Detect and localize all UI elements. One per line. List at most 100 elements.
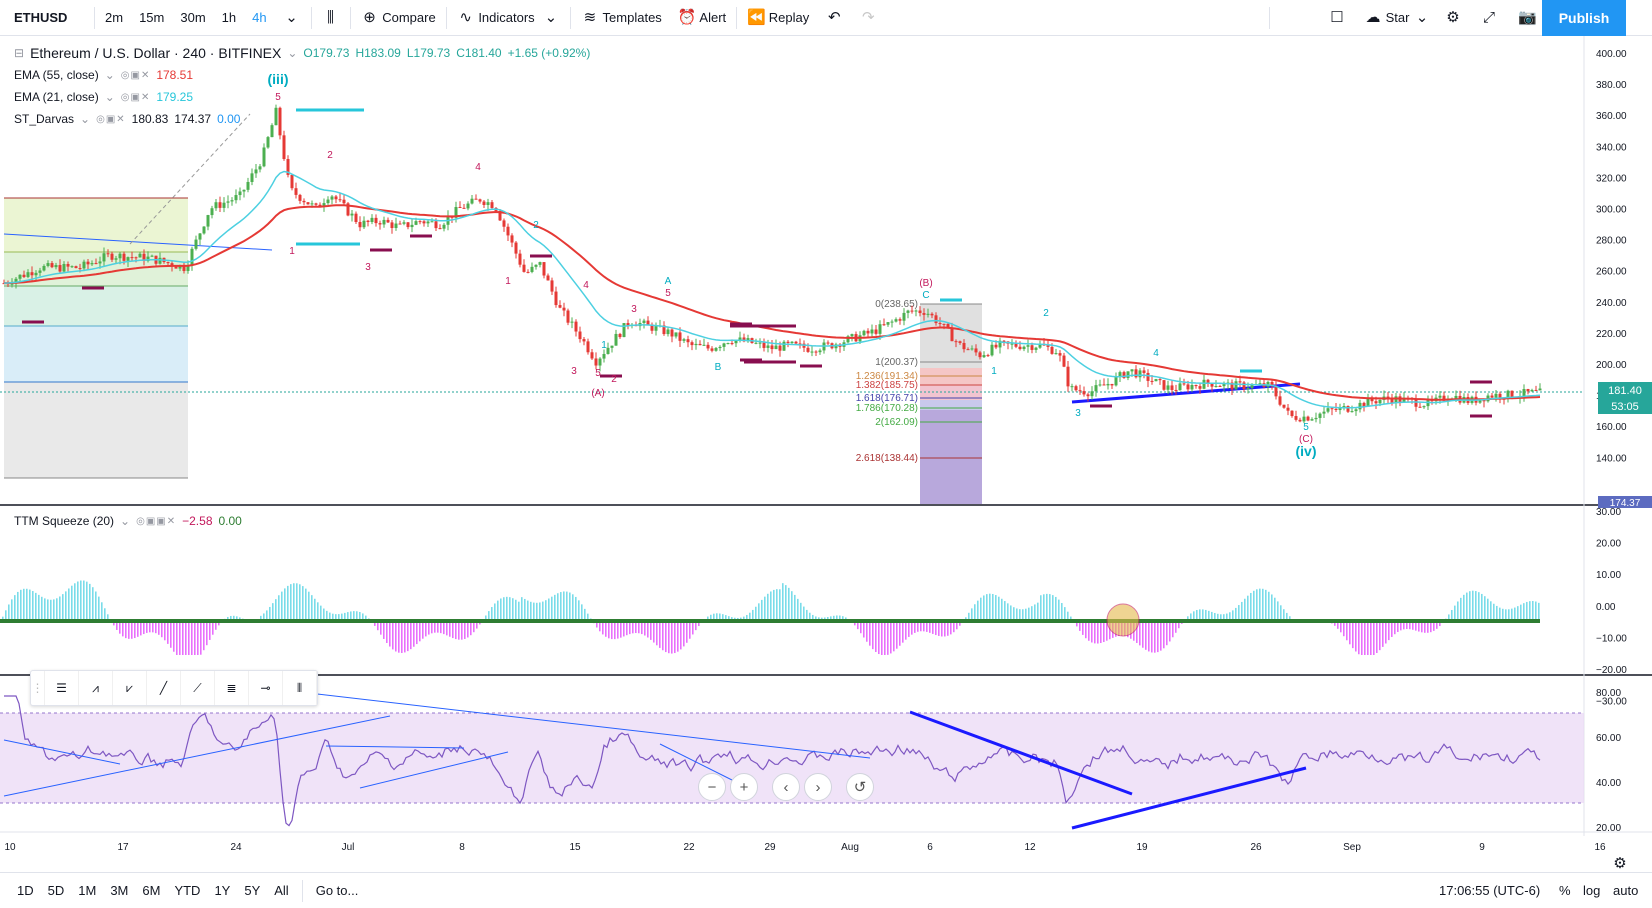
fullscreen-box-button[interactable]: ☐	[1320, 0, 1354, 36]
horizontal-ray-icon[interactable]: ⊸	[249, 671, 283, 705]
ttm-highlight-circle[interactable]	[1106, 603, 1140, 637]
fib-ext-zone[interactable]	[920, 386, 982, 400]
legend-controls-icon[interactable]: ◎▣✕	[96, 113, 126, 125]
fib-zone[interactable]	[4, 286, 188, 326]
percent-toggle[interactable]: %	[1559, 883, 1571, 898]
rsi-trendline[interactable]	[1071, 766, 1307, 830]
fib-zone[interactable]	[4, 198, 188, 252]
ema55-line[interactable]	[4, 204, 1541, 401]
ema21-label[interactable]: EMA (21, close)	[14, 90, 99, 104]
snapshot-button[interactable]: 📷	[1510, 0, 1544, 36]
ttm-label[interactable]: TTM Squeeze (20)	[14, 514, 115, 528]
range-6m[interactable]: 6M	[142, 883, 161, 898]
chevron-down-icon[interactable]: ⌄	[104, 68, 115, 82]
chevron-down-icon[interactable]: ⌄	[287, 46, 298, 60]
ema21-line[interactable]	[3, 170, 1541, 409]
trendline-icon[interactable]: ╱	[147, 671, 181, 705]
rsi-trendline[interactable]	[359, 751, 509, 789]
lines-icon[interactable]: ☰	[45, 671, 79, 705]
reset-chart-button[interactable]: ↺	[846, 773, 874, 801]
darvas-label[interactable]: ST_Darvas	[14, 112, 75, 126]
trendline-dashed[interactable]	[129, 113, 251, 245]
chevron-down-icon[interactable]: ⌄	[104, 90, 115, 104]
fib-icon[interactable]: ≣	[215, 671, 249, 705]
interval-dropdown[interactable]: ⌄	[275, 0, 309, 36]
interval-30m[interactable]: 30m	[180, 10, 206, 25]
rsi-axis[interactable]: 80.00 60.00 40.00 20.00	[1596, 688, 1621, 834]
ttm-legend[interactable]: TTM Squeeze (20) ⌄ ◎▣▣✕ −2.58 0.00	[14, 512, 242, 530]
alert-button[interactable]: ⏰ Alert	[670, 0, 734, 36]
range-all[interactable]: All	[274, 883, 289, 898]
range-5y[interactable]: 5Y	[244, 883, 261, 898]
legend-controls-icon[interactable]: ◎▣✕	[120, 91, 151, 103]
undo-button[interactable]: ↶	[817, 0, 851, 36]
range-3m[interactable]: 3M	[110, 883, 129, 898]
interval-1h[interactable]: 1h	[221, 10, 237, 25]
replay-button[interactable]: ⏪ Replay	[739, 0, 817, 36]
time-axis[interactable]: 10 17 24 Jul 8 15 22 29 Aug 6 12 19 26 Sep 9 16	[4, 842, 1606, 853]
ema55-legend[interactable]: EMA (55, close) ⌄ ◎▣✕ 178.51	[14, 66, 193, 84]
rsi-trendline[interactable]	[325, 745, 465, 749]
rsi-trendline[interactable]	[909, 710, 1133, 796]
scroll-right-button[interactable]: ›	[804, 773, 832, 801]
fullscreen-button[interactable]: ⤢	[1472, 0, 1506, 36]
range-1y[interactable]: 1Y	[214, 883, 231, 898]
ema55-label[interactable]: EMA (55, close)	[14, 68, 99, 82]
darvas-boxes[interactable]	[22, 234, 1492, 418]
ray-icon[interactable]: ⟋	[181, 671, 215, 705]
rsi-trendline[interactable]	[3, 739, 121, 765]
trendline[interactable]	[1071, 382, 1301, 404]
legend-controls-icon[interactable]: ◎▣✕	[120, 69, 151, 81]
clock[interactable]: 17:06:55 (UTC-6)	[1439, 883, 1541, 898]
gear-icon[interactable]: ⚙	[1613, 854, 1626, 872]
abc-pattern-icon[interactable]: ⩗	[113, 671, 147, 705]
main-pane[interactable]	[0, 36, 1584, 504]
interval-15m[interactable]: 15m	[139, 10, 165, 25]
publish-button[interactable]: Publish	[1542, 0, 1626, 36]
rsi-trendline[interactable]	[659, 743, 741, 785]
log-toggle[interactable]: log	[1583, 883, 1601, 898]
chart-canvas[interactable]: 0(238.65) 1(200.37) 1.236(191.34)1.382(185…	[0, 36, 1652, 872]
goto-button[interactable]: Go to...	[315, 883, 359, 898]
symbol-search[interactable]: ETHUSD	[14, 10, 68, 25]
rsi-trendline[interactable]	[3, 715, 391, 797]
ttm-pane[interactable]	[0, 506, 1584, 674]
chevron-down-icon[interactable]: ⌄	[120, 514, 131, 528]
indicators-button[interactable]: ∿ Indicators ⌄	[449, 0, 568, 36]
fib-ext-zone[interactable]	[920, 400, 982, 410]
star-button[interactable]: ☁ Star ⌄	[1356, 0, 1439, 36]
zoom-out-button[interactable]: −	[698, 773, 726, 801]
bars-icon[interactable]: ⦀	[283, 671, 317, 705]
ema21-legend[interactable]: EMA (21, close) ⌄ ◎▣✕ 179.25	[14, 88, 193, 106]
darvas-legend[interactable]: ST_Darvas ⌄ ◎▣✕ 180.83 174.37 0.00	[14, 110, 240, 128]
rsi-trendline[interactable]	[299, 691, 871, 759]
templates-button[interactable]: ≋ Templates	[573, 0, 670, 36]
range-5d[interactable]: 5D	[47, 883, 65, 898]
fib-ext-zone[interactable]	[920, 410, 982, 504]
range-1d[interactable]: 1D	[17, 883, 34, 898]
scroll-left-button[interactable]: ‹	[772, 773, 800, 801]
rsi-line[interactable]	[4, 695, 1541, 827]
interval-4h[interactable]: 4h	[252, 10, 267, 25]
candles-series[interactable]	[2, 104, 1542, 424]
ttm-axis[interactable]: 30.00 20.00 10.00 0.00 −10.00 −20.00 −30.00	[1596, 507, 1627, 708]
legend-controls-icon[interactable]: ◎▣▣✕	[136, 515, 177, 527]
fib-zone[interactable]	[4, 326, 188, 382]
chart-area[interactable]: 0(238.65) 1(200.37) 1.236(191.34) 1.382(185…	[0, 36, 1652, 872]
collapse-icon[interactable]: ⊟	[14, 46, 25, 60]
range-1m[interactable]: 1M	[78, 883, 97, 898]
fib-ext-zone[interactable]	[920, 368, 982, 386]
chart-type-button[interactable]: ⫼	[314, 0, 348, 36]
drag-handle-icon[interactable]: ⋮	[31, 671, 45, 705]
zoom-in-button[interactable]: +	[730, 773, 758, 801]
fib-zone[interactable]	[4, 382, 188, 478]
compare-button[interactable]: ⊕ Compare	[353, 0, 444, 36]
redo-button[interactable]: ↷	[851, 0, 885, 36]
interval-2m[interactable]: 2m	[105, 10, 124, 25]
series-title[interactable]: Ethereum / U.S. Dollar · 240 · BITFINEX	[30, 45, 282, 61]
auto-toggle[interactable]: auto	[1613, 883, 1639, 898]
range-ytd[interactable]: YTD	[174, 883, 201, 898]
settings-button[interactable]: ⚙	[1436, 0, 1470, 36]
pattern-icon[interactable]: ⩘	[79, 671, 113, 705]
trendline[interactable]	[3, 233, 273, 251]
